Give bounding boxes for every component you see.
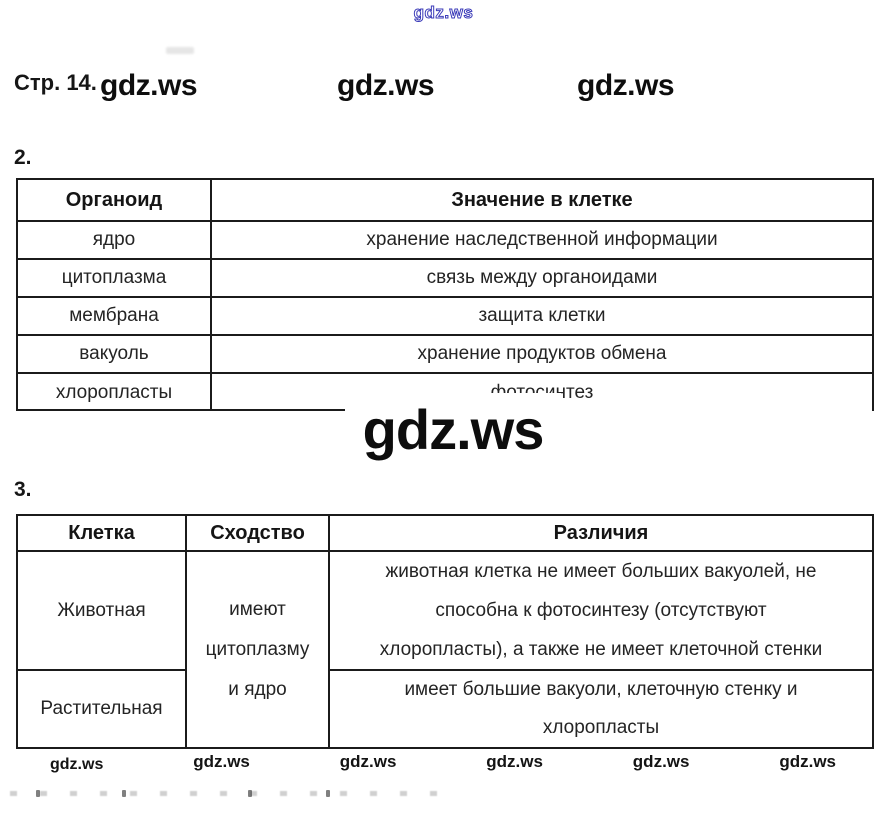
table-bottom-border-segment xyxy=(16,409,364,411)
difference-line: хлоропласты xyxy=(542,717,660,738)
table-row: мембрана защита клетки xyxy=(16,296,874,336)
watermark-footer: gdz.ws xyxy=(193,752,250,771)
difference-line: имеет большие вакуоли, клеточную стенку … xyxy=(404,679,798,700)
difference-cell: имеет большие вакуоли, клеточную стенку … xyxy=(328,669,874,749)
cell-header-cell: Клетка xyxy=(16,514,187,552)
watermark-header-1: gdz.ws xyxy=(100,69,198,102)
table-row-plant: Растительная имеет большие вакуоли, клет… xyxy=(16,669,874,749)
difference-header-cell: Различия xyxy=(328,514,874,552)
watermark-top-outline: gdz.ws xyxy=(413,3,474,23)
task-2-label: 2. xyxy=(14,146,32,169)
page-number-heading: Стр. 14. xyxy=(14,70,97,95)
meaning-header-cell: Значение в клетке xyxy=(210,178,874,222)
scan-smudge xyxy=(166,47,194,54)
similarity-line: цитоплазму xyxy=(205,638,310,660)
organoid-cell: вакуоль xyxy=(16,334,212,374)
organoid-cell: хлоропласты xyxy=(16,372,212,411)
watermark-footer: gdz.ws xyxy=(50,756,104,773)
watermark-footer: gdz.ws xyxy=(486,752,543,771)
difference-cell: животная клетка не имеет больших вакуоле… xyxy=(328,550,874,671)
similarity-line: и ядро xyxy=(228,678,287,700)
faded-scan-mark xyxy=(248,790,252,797)
similarity-merged-cell: имеют цитоплазму и ядро xyxy=(185,550,330,749)
meaning-cell: хранение наследственной информации xyxy=(210,220,874,260)
difference-line: животная клетка не имеет больших вакуоле… xyxy=(385,561,817,582)
watermark-footer: gdz.ws xyxy=(339,752,397,771)
table-row: цитоплазма связь между органоидами xyxy=(16,258,874,298)
cell-comparison-table: Клетка Сходство Различия Животная имеют … xyxy=(16,514,874,749)
task-3-label: 3. xyxy=(14,478,32,501)
watermark-center-large: gdz.ws xyxy=(345,393,561,465)
organoid-table-header-row: Органоид Значение в клетке xyxy=(16,178,874,222)
table-row: ядро хранение наследственной информации xyxy=(16,220,874,260)
table-row-animal: Животная имеют цитоплазму и ядро животна… xyxy=(16,550,874,749)
organoid-header-cell: Органоид xyxy=(16,178,212,222)
faded-scan-mark xyxy=(122,790,126,797)
meaning-cell: хранение продуктов обмена xyxy=(210,334,874,374)
cell-type-cell: Растительная xyxy=(16,669,187,749)
meaning-cell: защита клетки xyxy=(210,296,874,336)
cell-type-cell: Животная xyxy=(16,550,187,671)
watermark-header-3: gdz.ws xyxy=(577,69,675,102)
watermark-footer: gdz.ws xyxy=(632,752,690,771)
watermark-footer: gdz.ws xyxy=(779,752,836,771)
faded-scan-text xyxy=(10,791,440,796)
difference-line: хлоропласты), а также не имеет клеточной… xyxy=(379,639,823,660)
watermark-header-2: gdz.ws xyxy=(337,69,435,102)
table-row: вакуоль хранение продуктов обмена xyxy=(16,334,874,374)
difference-line: способна к фотосинтезу (отсутствуют xyxy=(435,600,767,621)
comparison-table-header-row: Клетка Сходство Различия xyxy=(16,514,874,552)
organoid-cell: мембрана xyxy=(16,296,212,336)
organoid-cell: цитоплазма xyxy=(16,258,212,298)
similarity-line: имеют xyxy=(229,598,286,620)
organoid-table: Органоид Значение в клетке ядро хранение… xyxy=(16,178,874,411)
faded-scan-mark xyxy=(36,790,40,797)
watermark-footer-row: gdz.ws gdz.ws gdz.ws gdz.ws gdz.ws gdz.w… xyxy=(50,752,836,774)
organoid-cell: ядро xyxy=(16,220,212,260)
faded-scan-mark xyxy=(326,790,330,797)
meaning-cell: связь между органоидами xyxy=(210,258,874,298)
similarity-header-cell: Сходство xyxy=(185,514,330,552)
